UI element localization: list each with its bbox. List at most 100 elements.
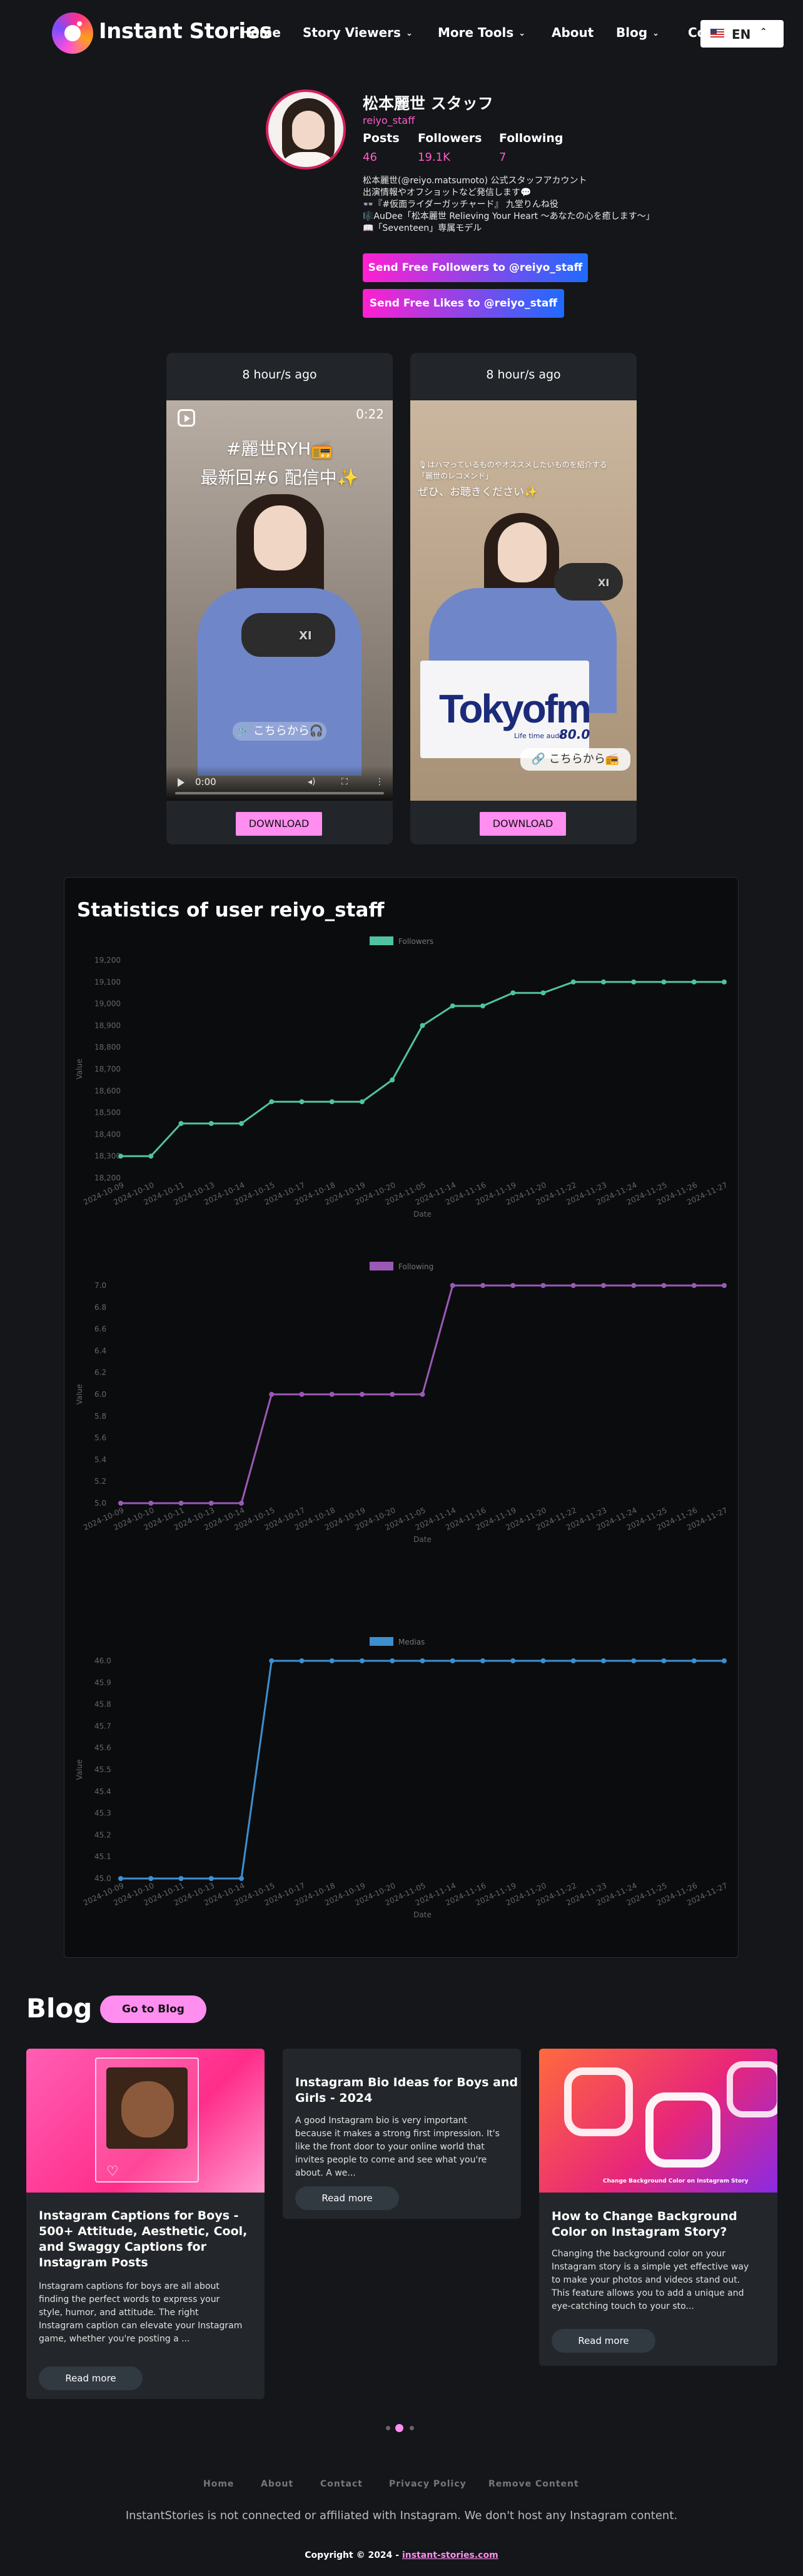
go-to-blog-button[interactable]: Go to Blog [100, 1995, 206, 2023]
data-point [390, 1077, 395, 1083]
y-tick-label: 5.0 [94, 1499, 106, 1508]
video-duration: 0:22 [356, 407, 384, 422]
profile-avatar [266, 89, 346, 170]
data-point [269, 1658, 275, 1663]
footer-about-link[interactable]: About [261, 2479, 294, 2489]
footer-contact-link[interactable]: Contact [320, 2479, 363, 2489]
data-point [118, 1154, 123, 1159]
story-caption-line: 「麗世のレコメンド」 [418, 472, 493, 480]
y-axis-label: Value [75, 1384, 84, 1405]
y-axis-label: Value [75, 1059, 84, 1080]
footer-site-link[interactable]: instant-stories.com [402, 2550, 498, 2560]
story-video[interactable]: 0:22 #麗世RYH📻 最新回#6 配信中✨ XI 🔗 こちらから🎧 0:00… [166, 400, 393, 801]
y-tick-label: 7.0 [94, 1281, 106, 1290]
fullscreen-icon[interactable]: ⛶ [341, 777, 348, 787]
data-point [570, 1658, 576, 1663]
bio-line: 📖「Seventeen」専属モデル [363, 223, 482, 233]
y-tick-label: 6.8 [94, 1303, 106, 1312]
y-tick-label: 45.3 [94, 1809, 111, 1818]
y-tick-label: 18,600 [94, 1087, 121, 1095]
y-tick-label: 18,500 [94, 1108, 121, 1117]
profile-username[interactable]: reiyo_staff [363, 114, 415, 126]
y-tick-label: 45.6 [94, 1743, 111, 1752]
y-tick-label: 18,700 [94, 1065, 121, 1073]
story-image[interactable]: 🎙はハマっているものやオススメしたいものを紹介する 「麗世のレコメンド」 ぜひ、… [410, 400, 637, 801]
read-more-button[interactable]: Read more [39, 2366, 143, 2390]
blog-card[interactable]: Change Background Color on Instagram Sto… [539, 2049, 777, 2366]
following-chart: Following 5.0 5.2 5.4 5.6 5.8 6.0 6.2 6.4 6.6 6.8 7… [64, 1253, 739, 1578]
nav-blog-menu[interactable]: Blog ⌄ [616, 25, 659, 40]
nav-more-tools-label: More Tools [438, 25, 514, 40]
brand-logo-icon[interactable] [52, 13, 93, 54]
nav-more-tools-menu[interactable]: More Tools ⌄ [438, 25, 525, 40]
data-point [510, 990, 516, 996]
chevron-down-icon: ⌄ [405, 29, 413, 38]
data-point [118, 1876, 123, 1881]
nav-blog-label: Blog [616, 25, 648, 40]
nav-about-link[interactable]: About [552, 25, 594, 40]
footer-privacy-link[interactable]: Privacy Policy [389, 2479, 467, 2489]
y-tick-label: 45.0 [94, 1874, 111, 1883]
footer-home-link[interactable]: Home [203, 2479, 235, 2489]
data-point [360, 1099, 365, 1105]
data-point [148, 1501, 154, 1506]
more-options-icon[interactable]: ⋮ [375, 777, 384, 787]
download-button[interactable]: DOWNLOAD [480, 812, 566, 836]
y-tick-label: 5.4 [94, 1455, 106, 1464]
data-point [239, 1501, 244, 1506]
play-icon[interactable] [178, 778, 184, 787]
followers-label: Followers [418, 131, 482, 145]
send-likes-button[interactable]: Send Free Likes to @reiyo_staff [363, 289, 564, 318]
y-tick-label: 45.8 [94, 1700, 111, 1709]
data-point [570, 1283, 576, 1288]
data-point [661, 979, 667, 985]
data-point [480, 1283, 485, 1288]
data-point [118, 1501, 123, 1506]
video-progress-bar[interactable] [175, 792, 384, 794]
data-point [570, 979, 576, 985]
image-caption: Change Background Color on Instagram Sto… [603, 2178, 749, 2184]
story-link-sticker[interactable]: 🔗 こちらから🎧 [233, 722, 326, 741]
data-point [722, 1283, 727, 1288]
y-tick-label: 45.1 [94, 1852, 111, 1861]
volume-icon[interactable]: ◂) [308, 777, 316, 787]
nav-story-viewers-label: Story Viewers [303, 25, 401, 40]
y-tick-label: 46.0 [94, 1656, 111, 1665]
medias-chart: Medias 45.0 45.1 45.2 45.3 45.4 45.5 45.6 45.7 45… [64, 1628, 739, 1954]
story-card: 8 hour/s ago 0:22 #麗世RYH📻 最新回#6 配信中✨ XI … [166, 353, 393, 844]
footer-remove-content-link[interactable]: Remove Content [488, 2479, 579, 2489]
blog-card[interactable]: Instagram Bio Ideas for Boys and Girls - … [283, 2049, 521, 2219]
data-point [631, 979, 637, 985]
carousel-dot[interactable] [386, 2426, 390, 2430]
language-selector[interactable]: EN ⌃ [700, 20, 784, 48]
blog-card-title: How to Change Background Color on Instagr… [552, 2209, 737, 2239]
chevron-down-icon: ⌄ [652, 29, 660, 38]
profile-bio: 松本麗世(@reiyo.matsumoto) 公式スタッフアカウント 出演情報や… [363, 175, 688, 235]
y-tick-label: 5.8 [94, 1412, 106, 1421]
data-point [178, 1121, 184, 1126]
reel-icon [178, 409, 195, 427]
data-point [540, 1283, 546, 1288]
nav-home-link[interactable]: Home [240, 25, 281, 40]
nav-story-viewers-menu[interactable]: Story Viewers ⌄ [303, 25, 413, 40]
story-link-sticker[interactable]: 🔗 こちらから📻 [520, 748, 630, 771]
data-point [601, 1283, 606, 1288]
bio-line: 松本麗世(@reiyo.matsumoto) 公式スタッフアカウント [363, 176, 587, 186]
send-followers-button[interactable]: Send Free Followers to @reiyo_staff [363, 253, 588, 282]
bio-line: 出演情報やオフショットなど発信します💬 [363, 188, 532, 198]
data-point [239, 1121, 244, 1126]
carousel-dot-active[interactable] [395, 2424, 403, 2432]
carousel-dot[interactable] [410, 2426, 414, 2430]
blog-card[interactable]: ♡ Instagram Captions for Boys -500+ Atti… [26, 2049, 265, 2399]
read-more-button[interactable]: Read more [295, 2186, 399, 2210]
data-point [178, 1501, 184, 1506]
y-tick-label: 18,200 [94, 1174, 121, 1182]
statistics-panel: Statistics of user reiyo_staff Followers… [64, 877, 739, 1958]
read-more-button[interactable]: Read more [552, 2329, 655, 2353]
brand-name[interactable]: Instant Stories [99, 19, 272, 44]
story-caption-line: 🎙はハマっているものやオススメしたいものを紹介する [418, 460, 607, 469]
followers-chart: Followers 18,200 18,300 18,400 18,500 18,600 1… [64, 928, 739, 1253]
posts-count: 46 [363, 151, 377, 164]
y-tick-label: 45.4 [94, 1787, 111, 1796]
download-button[interactable]: DOWNLOAD [236, 812, 322, 836]
